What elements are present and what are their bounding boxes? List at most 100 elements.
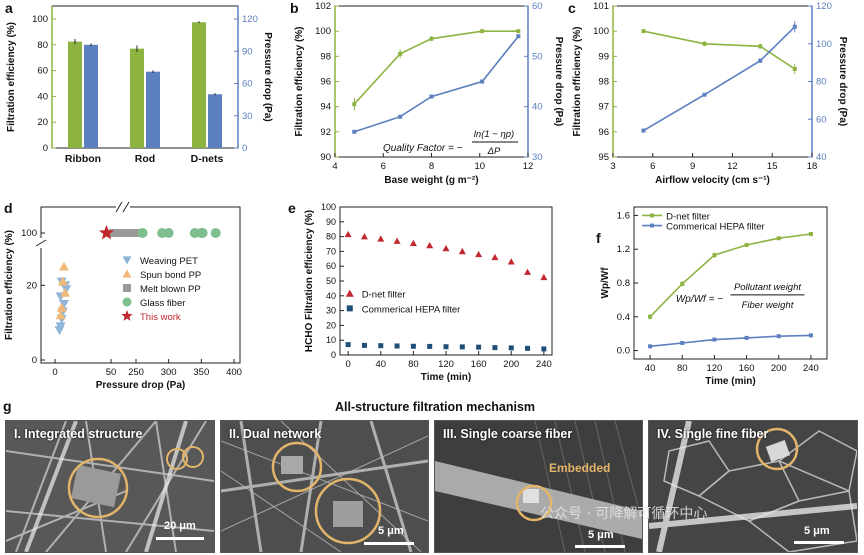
y2tick-label-a: 0 — [242, 143, 247, 154]
data-point-b — [429, 36, 434, 41]
point-glass-fiber — [210, 228, 221, 238]
ylabel-d: Filtration efficiency (%) — [4, 230, 15, 340]
point-spun-bond-pp — [55, 310, 66, 320]
point-dnet-e — [458, 247, 466, 255]
y2label-b: Pressure drop (Pa) — [553, 37, 564, 126]
xtick-label-f: 240 — [803, 363, 819, 374]
point-melt-blown-pp — [114, 229, 123, 237]
legend-label-d: Weaving PET — [140, 256, 198, 267]
ytick-label-d: 20 — [26, 280, 37, 291]
sem-panel-coarse: III. Single coarse fiber Embedded 5 μm — [434, 420, 643, 553]
sem-image-coarse — [435, 421, 642, 552]
y2tick-label-b: 60 — [532, 1, 543, 12]
ytick-label-c: 98 — [598, 77, 609, 88]
ylabel-e: HCHO Filtration efficiency (%) — [304, 210, 315, 352]
point-dnet-e — [475, 250, 483, 258]
xlabel-b: Base weight (g m⁻²) — [384, 175, 478, 186]
ytick-label-e: 10 — [326, 335, 336, 345]
sem-image-dual — [221, 421, 428, 552]
point-dnet-e — [344, 230, 352, 238]
point-melt-blown-pp — [126, 229, 135, 237]
sem-panel-dual: II. Dual network 5 μm — [220, 420, 429, 553]
ytick-label-b: 100 — [315, 26, 331, 37]
legend-marker-d — [122, 256, 132, 265]
point-hepa-e — [525, 345, 531, 351]
legend-label-e: Commerical HEPA filter — [362, 304, 461, 315]
y2tick-label-c: 100 — [816, 39, 832, 50]
xtick-label-b: 8 — [429, 161, 434, 172]
xtick-label-f: 160 — [739, 363, 755, 374]
point-dnet-e — [377, 235, 385, 242]
point-dnet-e — [426, 241, 434, 249]
legend-marker-d — [122, 269, 132, 278]
scale-text-fine: 5 μm — [804, 525, 830, 537]
annotation-f: Wp/Wf = − — [676, 294, 723, 305]
data-point-f — [808, 333, 813, 338]
ytick-label-c: 101 — [593, 1, 609, 12]
point-melt-blown-pp — [131, 229, 140, 237]
xtick-label-a: Ribbon — [65, 153, 101, 165]
sem-panel-integrated: I. Integrated structure 20 μm — [5, 420, 215, 553]
xtick-label-a: D-nets — [191, 153, 224, 165]
ytick-label-f: 0.8 — [617, 278, 630, 289]
axis-break-d — [122, 201, 130, 213]
xlabel-d: Pressure drop (Pa) — [96, 380, 185, 391]
panel-label-e: e — [288, 200, 296, 216]
y2tick-label-b: 50 — [532, 51, 543, 62]
xtick-label-b: 6 — [381, 161, 386, 172]
ytick-label-a: 0 — [43, 143, 48, 154]
axis-break-d — [116, 202, 130, 212]
legend-marker-d — [122, 297, 132, 307]
xtick-label-e: 40 — [375, 359, 386, 370]
ytick-label-e: 30 — [326, 306, 336, 316]
ytick-label-b: 92 — [320, 127, 331, 138]
xtick-label-b: 12 — [523, 161, 534, 172]
legend-marker-e — [345, 289, 354, 297]
ytick-label-e: 100 — [321, 202, 336, 212]
point-dnet-e — [409, 239, 417, 247]
point-melt-blown-pp — [109, 229, 118, 237]
ytick-label-c: 96 — [598, 127, 609, 138]
xtick-label-d: 0 — [52, 367, 57, 378]
legend-label-d: Glass fiber — [140, 298, 185, 309]
panel-label-b: b — [290, 0, 299, 16]
point-weaving-pet — [58, 300, 69, 309]
annotation-den-b: ΔP — [487, 146, 501, 157]
data-point-b — [480, 79, 485, 84]
y2tick-label-b: 40 — [532, 102, 543, 113]
ytick-label-c: 100 — [593, 26, 609, 37]
xtick-label-e: 200 — [503, 359, 519, 370]
data-point-f — [680, 281, 685, 286]
series-line-f — [649, 233, 812, 318]
ytick-label-a: 20 — [37, 117, 48, 128]
xtick-label-c: 9 — [690, 161, 695, 172]
data-point-b — [429, 94, 434, 99]
bar-pressure — [208, 94, 222, 148]
point-glass-fiber — [137, 228, 148, 238]
ytick-label-e: 50 — [326, 276, 336, 286]
point-dnet-e — [360, 233, 368, 240]
point-dnet-e — [524, 268, 532, 275]
bar-pressure — [84, 44, 98, 148]
data-point-b — [516, 34, 521, 39]
point-hepa-e — [345, 342, 351, 348]
panel-label-a: a — [5, 0, 13, 16]
data-point-c — [792, 24, 797, 29]
y2tick-label-c: 80 — [816, 77, 827, 88]
scale-bar-fine — [794, 541, 844, 544]
ytick-label-e: 60 — [326, 261, 336, 271]
sem-image-integrated — [6, 421, 214, 552]
legend-label-d: Melt blown PP — [140, 284, 201, 295]
panel-label-g: g — [3, 398, 12, 414]
annotation-b: Quality Factor = − — [383, 143, 463, 154]
ytick-label-d: 0 — [32, 355, 37, 366]
ytick-label-f: 0.0 — [617, 346, 630, 357]
point-hepa-e — [541, 346, 547, 352]
point-melt-blown-pp — [120, 229, 129, 237]
ylabel-b: Filtration efficiency (%) — [294, 26, 305, 136]
scale-text-dual: 5 μm — [378, 525, 404, 537]
point-glass-fiber — [197, 228, 208, 238]
y2tick-label-c: 60 — [816, 114, 827, 125]
legend-label-f: D-net filter — [666, 211, 710, 222]
ytick-label-e: 80 — [326, 232, 336, 242]
